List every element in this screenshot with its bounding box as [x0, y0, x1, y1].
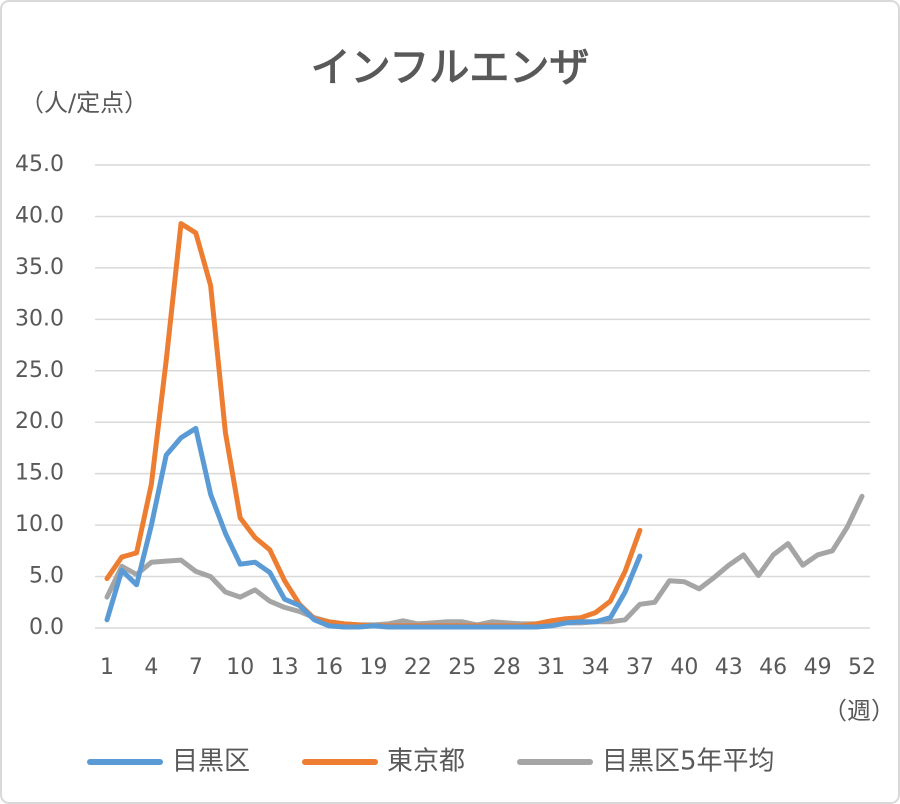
y-tick-label: 5.0: [29, 564, 64, 589]
x-tick-label: 40: [670, 655, 698, 680]
x-tick-label: 1: [100, 655, 114, 680]
grid: 0.0 5.0 10.0 15.0 20.0 25.0 30.0 35.0 40.0 45.0 1 4…: [15, 152, 876, 680]
x-tick-label: 16: [315, 655, 343, 680]
x-tick-label: 10: [226, 655, 254, 680]
x-tick-label: 25: [448, 655, 476, 680]
lines: [104, 221, 865, 630]
y-tick-label: 30.0: [15, 306, 64, 331]
legend: 目黒区 東京都 目黒区5年平均: [87, 747, 775, 777]
y-tick-label: 10.0: [15, 512, 64, 537]
series-line: [104, 493, 865, 628]
x-tick-label: 52: [848, 655, 876, 680]
x-tick-label: 22: [404, 655, 432, 680]
y-tick-label: 40.0: [15, 203, 64, 228]
y-tick-label: 35.0: [15, 255, 64, 280]
x-tick-label: 37: [626, 655, 654, 680]
y-tick-label: 25.0: [15, 358, 64, 383]
legend-label: 目黒区5年平均: [602, 747, 775, 777]
chart-title: インフルエンザ: [311, 45, 590, 91]
x-tick-label: 34: [582, 655, 610, 680]
series-line: [104, 425, 643, 630]
x-tick-label: 31: [537, 655, 565, 680]
x-tick-label: 49: [804, 655, 832, 680]
y-axis-label: （人/定点）: [20, 89, 148, 117]
y-tick-label: 15.0: [15, 461, 64, 486]
x-tick-label: 4: [144, 655, 158, 680]
legend-label: 東京都: [387, 747, 465, 777]
x-tick-label: 43: [715, 655, 743, 680]
x-tick-label: 46: [759, 655, 787, 680]
x-tick-label: 13: [271, 655, 299, 680]
x-tick-label: 7: [189, 655, 203, 680]
y-tick-label: 45.0: [15, 152, 64, 177]
x-tick-label: 19: [359, 655, 387, 680]
x-axis-label: （週）: [823, 697, 895, 725]
y-tick-label: 0.0: [29, 615, 64, 640]
x-tick-label: 28: [493, 655, 521, 680]
legend-label: 目黒区: [172, 747, 250, 777]
y-tick-label: 20.0: [15, 409, 64, 434]
